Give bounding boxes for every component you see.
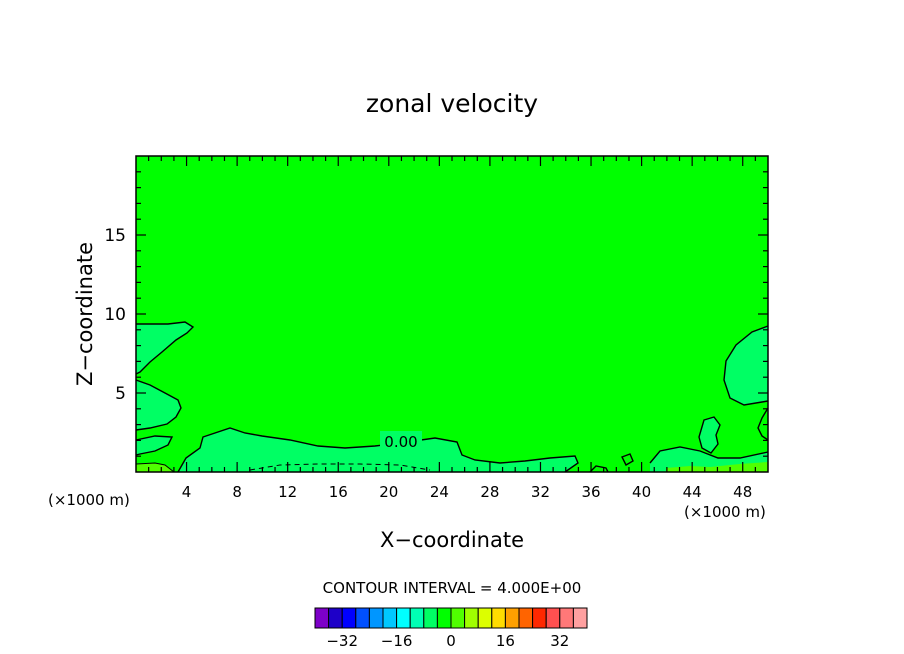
- colorbar-swatch: [314, 607, 330, 629]
- positive-region-right-blob: [699, 417, 720, 453]
- x-tick-label: 24: [430, 483, 449, 501]
- y-axis-label: Z−coordinate: [73, 242, 97, 386]
- x-tick-label: 4: [182, 483, 192, 501]
- x-axis-ticks: 4 8 12 16 20 24 28 32 36 40 44 48: [148, 156, 756, 501]
- colorbar-tick-label: −16: [381, 632, 413, 650]
- contour-label-bg: [380, 431, 422, 449]
- colorbar-swatch: [572, 607, 588, 629]
- contour-left-upper: [135, 321, 195, 375]
- colorbar-swatch: [504, 607, 520, 629]
- contour-right-blob: [698, 416, 721, 454]
- colorbar-swatch: [491, 607, 506, 629]
- positive-region-right: [724, 326, 768, 405]
- y-tick-label: 5: [115, 384, 126, 404]
- colorbar-swatch: [545, 607, 561, 629]
- x-tick-label: 16: [329, 483, 348, 501]
- colorbar-swatch: [518, 607, 534, 629]
- x-tick-label: 28: [480, 483, 499, 501]
- x-tick-label: 36: [581, 483, 600, 501]
- x-tick-label: 12: [278, 483, 297, 501]
- colorbar-swatch: [382, 607, 398, 629]
- colorbar-swatch: [341, 607, 357, 629]
- x-tick-label: 8: [232, 483, 242, 501]
- chart-title: zonal velocity: [366, 89, 538, 118]
- colorbar-tick-label: 32: [550, 632, 569, 650]
- y-tick-label: 10: [104, 305, 126, 325]
- colorbar-swatch: [396, 607, 411, 629]
- contour-interval: CONTOUR INTERVAL = 4.000E+00: [323, 579, 582, 597]
- colorbar-swatch: [477, 607, 493, 629]
- positive-region-left-bottom: [136, 436, 172, 455]
- contour-right-bottom: [649, 446, 769, 464]
- contour-label: 0.00: [384, 433, 417, 451]
- contour-left-middle: [135, 379, 182, 431]
- colorbar-swatch: [436, 607, 452, 629]
- contour-dip-36: [589, 465, 609, 473]
- x-axis-label: X−coordinate: [380, 528, 524, 552]
- y-axis-ticks: 5 10 15: [104, 171, 768, 457]
- contour-right-edge: [757, 407, 769, 441]
- colorbar: [314, 607, 588, 629]
- colorbar-swatch: [409, 607, 425, 629]
- colorbar-labels: −32 −16 0 16 32: [326, 632, 569, 650]
- x-tick-label: 40: [632, 483, 651, 501]
- x-tick-label: 44: [683, 483, 702, 501]
- colorbar-swatch: [368, 607, 384, 629]
- y-tick-label: 15: [104, 226, 126, 246]
- contour-negative-left: [135, 462, 175, 473]
- colorbar-tick-label: 16: [496, 632, 515, 650]
- colorbar-tick-label: 0: [446, 632, 456, 650]
- colorbar-swatch: [423, 607, 438, 629]
- x-tick-label: 20: [379, 483, 398, 501]
- colorbar-swatch: [532, 607, 547, 629]
- positive-region-left-lower: [136, 380, 181, 430]
- x-axis-unit-left: (×1000 m): [48, 491, 130, 509]
- colorbar-swatch: [559, 607, 574, 629]
- x-tick-label: 48: [733, 483, 752, 501]
- x-tick-label: 32: [531, 483, 550, 501]
- contour-right-small: [621, 453, 634, 466]
- colorbar-swatch: [464, 607, 479, 629]
- colorbar-swatch: [355, 607, 370, 629]
- colorbar-tick-label: −32: [326, 632, 358, 650]
- field-background: [136, 156, 768, 472]
- contour-negative-dashed: [249, 463, 431, 471]
- colorbar-swatch: [328, 607, 343, 629]
- x-axis-unit-right: (×1000 m): [684, 503, 766, 521]
- contour-right-large: [723, 325, 769, 406]
- plot-area: 0.00: [135, 155, 769, 473]
- contour-left-lower: [135, 435, 174, 456]
- colorbar-swatch: [450, 607, 466, 629]
